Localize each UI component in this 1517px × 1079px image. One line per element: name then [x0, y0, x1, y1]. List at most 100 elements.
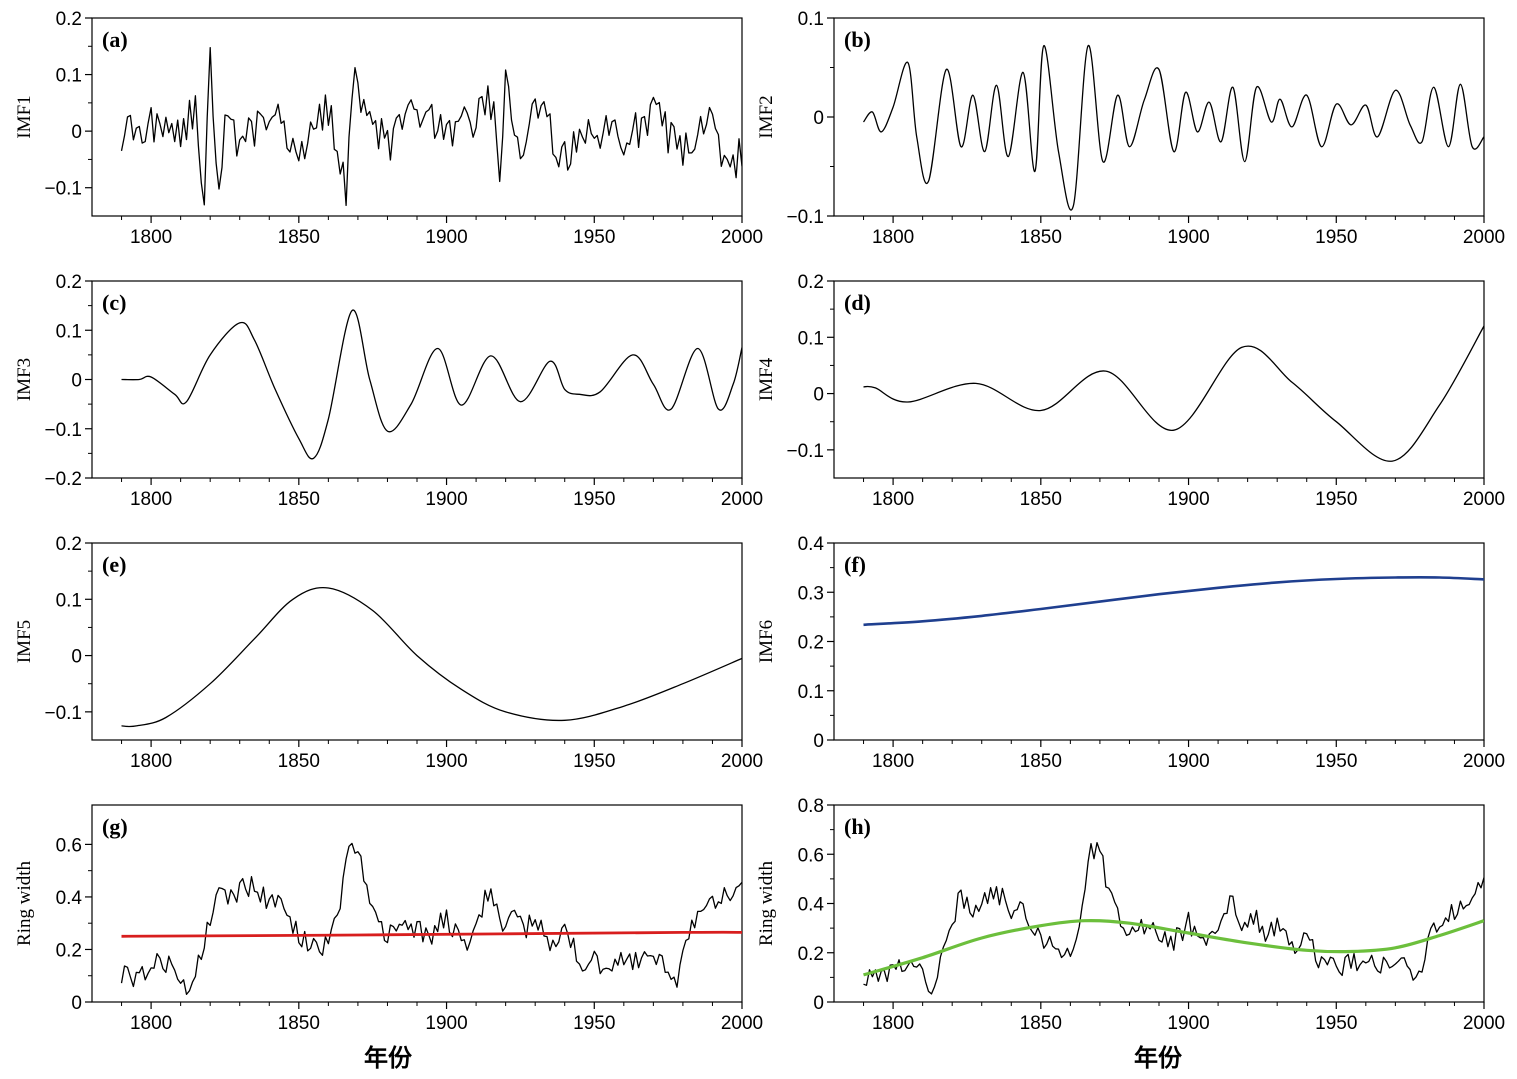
y-tick-label: 0.1 — [56, 321, 82, 342]
plot-frame — [91, 542, 743, 741]
x-tick-label: 1800 — [872, 751, 914, 772]
y-tick-label: 0 — [71, 993, 82, 1014]
x-tick-label: 1850 — [278, 1013, 320, 1034]
y-axis-label: IMF5 — [14, 620, 35, 663]
panel-label: (d) — [844, 290, 871, 315]
plot-frame — [91, 280, 743, 479]
plot-frame — [833, 804, 1485, 1003]
panel-label: (a) — [102, 27, 128, 52]
x-axis-title-right: 年份 — [1134, 1044, 1183, 1072]
y-tick-label: 0.8 — [798, 796, 824, 817]
y-axis-label: Ring width — [756, 861, 777, 946]
y-tick-label: −0.1 — [786, 207, 824, 228]
y-tick-label: 0 — [813, 385, 824, 406]
y-tick-label: −0.2 — [44, 469, 82, 490]
y-tick-label: 0.4 — [798, 895, 825, 916]
y-tick-label: 0.3 — [798, 583, 824, 604]
series-line-trend — [121, 930, 742, 938]
x-tick-label: 1900 — [425, 227, 467, 248]
plot-frame — [833, 280, 1485, 479]
x-tick-label: 1900 — [425, 751, 467, 772]
x-tick-label: 1800 — [872, 227, 914, 248]
y-tick-label: 0.2 — [798, 944, 824, 965]
y-tick-label: −0.1 — [44, 179, 82, 200]
x-tick-label: 1950 — [573, 751, 615, 772]
x-tick-label: 1800 — [130, 489, 172, 510]
y-tick-label: 0.1 — [798, 682, 824, 703]
y-tick-label: 0.6 — [56, 835, 82, 856]
panel-b: 1800 1850 1900 1950 2000 −0.1 0 0.1 IMF2 (b) — [756, 9, 1505, 248]
x-axis-title-left: 年份 — [364, 1044, 413, 1072]
panel-h: 1800 1850 1900 1950 2000 0 0.2 0.4 0.6 0.8 Ring wi… — [756, 796, 1505, 1034]
y-tick-label: 0.1 — [56, 66, 82, 87]
x-tick-label: 1950 — [1315, 489, 1357, 510]
x-tick-label: 1950 — [573, 227, 615, 248]
x-tick-label: 2000 — [1463, 227, 1505, 248]
y-axis-label: Ring width — [14, 861, 35, 946]
y-tick-label: 0.2 — [56, 940, 82, 961]
x-tick-label: 1800 — [130, 1013, 172, 1034]
x-tick-label: 1850 — [1020, 227, 1062, 248]
y-tick-label: 0 — [71, 371, 82, 392]
y-tick-label: 0.2 — [798, 272, 824, 293]
panel-c: 1800 1850 1900 1950 2000 −0.2 −0.1 0 0.1 0.2 IMF3 (… — [14, 272, 763, 510]
y-tick-label: −0.1 — [44, 703, 82, 724]
x-tick-label: 1900 — [425, 489, 467, 510]
series-line-imf1 — [120, 47, 742, 207]
y-tick-label: −0.1 — [44, 420, 82, 441]
plot-frame — [91, 804, 743, 1003]
plot-frame — [833, 542, 1485, 741]
x-tick-label: 2000 — [1463, 489, 1505, 510]
y-tick-label: 0.2 — [56, 9, 82, 30]
x-tick-label: 2000 — [721, 751, 763, 772]
series-line-trend — [863, 919, 1484, 977]
y-tick-label: 0.1 — [798, 328, 824, 349]
panel-g: 1800 1850 1900 1950 2000 0 0.2 0.4 0.6 Ring width… — [14, 804, 763, 1034]
y-tick-label: 0.2 — [56, 272, 82, 293]
x-tick-label: 1900 — [1167, 227, 1209, 248]
x-tick-label: 1800 — [872, 1013, 914, 1034]
x-tick-label: 1950 — [1315, 1013, 1357, 1034]
x-tick-label: 1900 — [1167, 489, 1209, 510]
x-tick-label: 1900 — [1167, 1013, 1209, 1034]
series-line-imf5 — [121, 586, 742, 728]
y-tick-label: −0.1 — [786, 441, 824, 462]
y-tick-label: 0.6 — [798, 845, 824, 866]
panel-label: (e) — [102, 552, 126, 577]
y-axis-label: IMF6 — [756, 620, 777, 663]
series-line-imf3 — [121, 309, 742, 460]
y-axis-label: IMF4 — [756, 357, 777, 401]
y-tick-label: 0 — [71, 122, 82, 143]
x-tick-label: 1950 — [573, 1013, 615, 1034]
x-tick-label: 1850 — [278, 489, 320, 510]
x-tick-label: 1800 — [130, 227, 172, 248]
y-tick-label: 0.4 — [56, 888, 83, 909]
panel-d: 1800 1850 1900 1950 2000 −0.1 0 0.1 0.2 IMF4 (d) — [756, 272, 1505, 510]
x-tick-label: 1800 — [872, 489, 914, 510]
x-tick-label: 1900 — [425, 1013, 467, 1034]
x-tick-label: 1950 — [1315, 751, 1357, 772]
x-tick-label: 1850 — [278, 751, 320, 772]
y-tick-label: 0 — [71, 647, 82, 668]
y-axis-label: IMF1 — [14, 95, 35, 138]
series-line-ring-width — [863, 841, 1484, 995]
panel-label: (b) — [844, 27, 871, 52]
y-tick-label: 0 — [813, 108, 824, 129]
x-tick-label: 2000 — [1463, 751, 1505, 772]
x-tick-label: 1850 — [1020, 489, 1062, 510]
y-tick-label: 0 — [813, 731, 824, 752]
panel-label: (h) — [844, 814, 871, 839]
panel-label: (g) — [102, 814, 128, 839]
series-line-imf2 — [862, 45, 1484, 211]
panel-e: 1800 1850 1900 1950 2000 −0.1 0 0.1 0.2 IMF5 (e) — [14, 534, 763, 772]
y-tick-label: 0 — [813, 993, 824, 1014]
panel-label: (c) — [102, 290, 126, 315]
x-tick-label: 1800 — [130, 751, 172, 772]
x-tick-label: 2000 — [721, 227, 763, 248]
y-axis-label: IMF2 — [756, 95, 777, 138]
panel-label: (f) — [844, 552, 866, 577]
panel-f: 1800 1850 1900 1950 2000 0 0.1 0.2 0.3 0.4 IMF6 (f) — [756, 534, 1505, 772]
y-tick-label: 0.1 — [56, 590, 82, 611]
x-tick-label: 1850 — [278, 227, 320, 248]
